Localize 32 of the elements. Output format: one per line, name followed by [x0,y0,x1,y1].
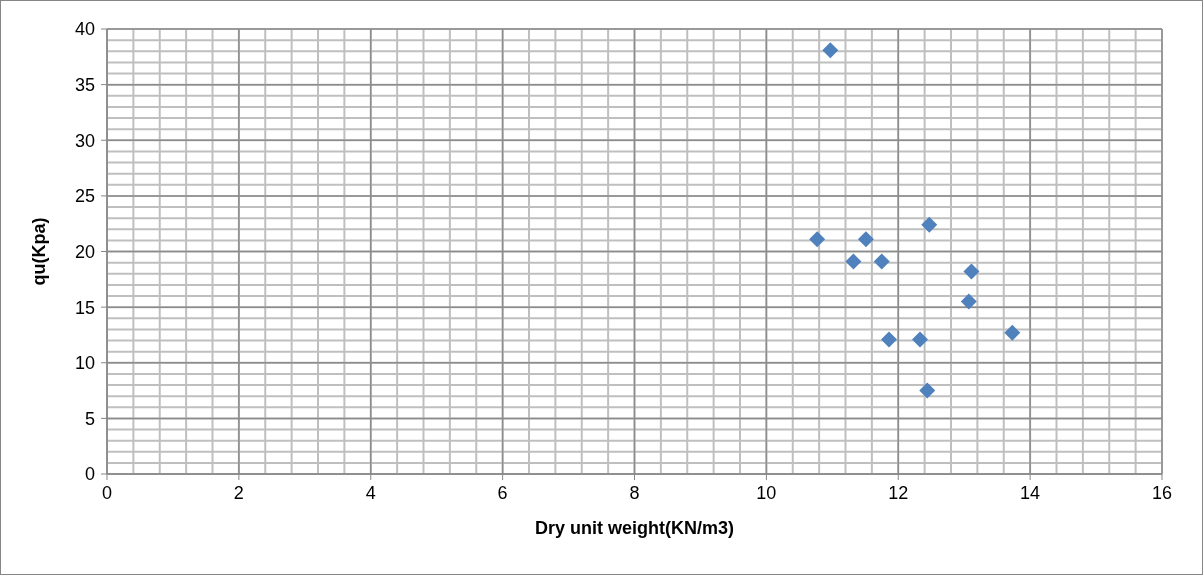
point [921,216,938,233]
point [845,253,862,270]
point [960,293,977,310]
y-axis-title: qu(Kpa) [29,217,50,286]
y-tick-label: 5 [84,408,95,429]
point [873,253,890,270]
point [881,331,898,348]
x-tick-label: 14 [1020,482,1041,503]
point [963,263,980,280]
point [822,42,839,59]
x-tick-label: 12 [888,482,909,503]
x-tick-label: 0 [101,482,113,503]
y-tick-label: 20 [74,241,95,262]
y-tick-label: 35 [74,75,95,96]
x-tick-label: 10 [756,482,777,503]
point [912,331,929,348]
x-tick-label: 2 [233,482,244,503]
x-tick-label: 4 [365,482,376,503]
point [1004,324,1021,341]
x-tick-label: 8 [629,482,640,503]
x-tick-label: 16 [1151,482,1173,503]
y-tick-label: 30 [74,130,95,151]
y-tick-label: 15 [74,297,95,318]
point [919,382,936,399]
y-tick-label: 25 [74,186,95,207]
y-tick-label: 10 [74,353,95,374]
y-tick-label: 40 [74,19,95,40]
x-axis-title: Dry unit weight(KN/m3) [534,518,735,538]
point [857,231,874,248]
point [809,231,826,248]
x-tick-label: 6 [497,482,508,503]
y-tick-label: 0 [84,464,95,485]
